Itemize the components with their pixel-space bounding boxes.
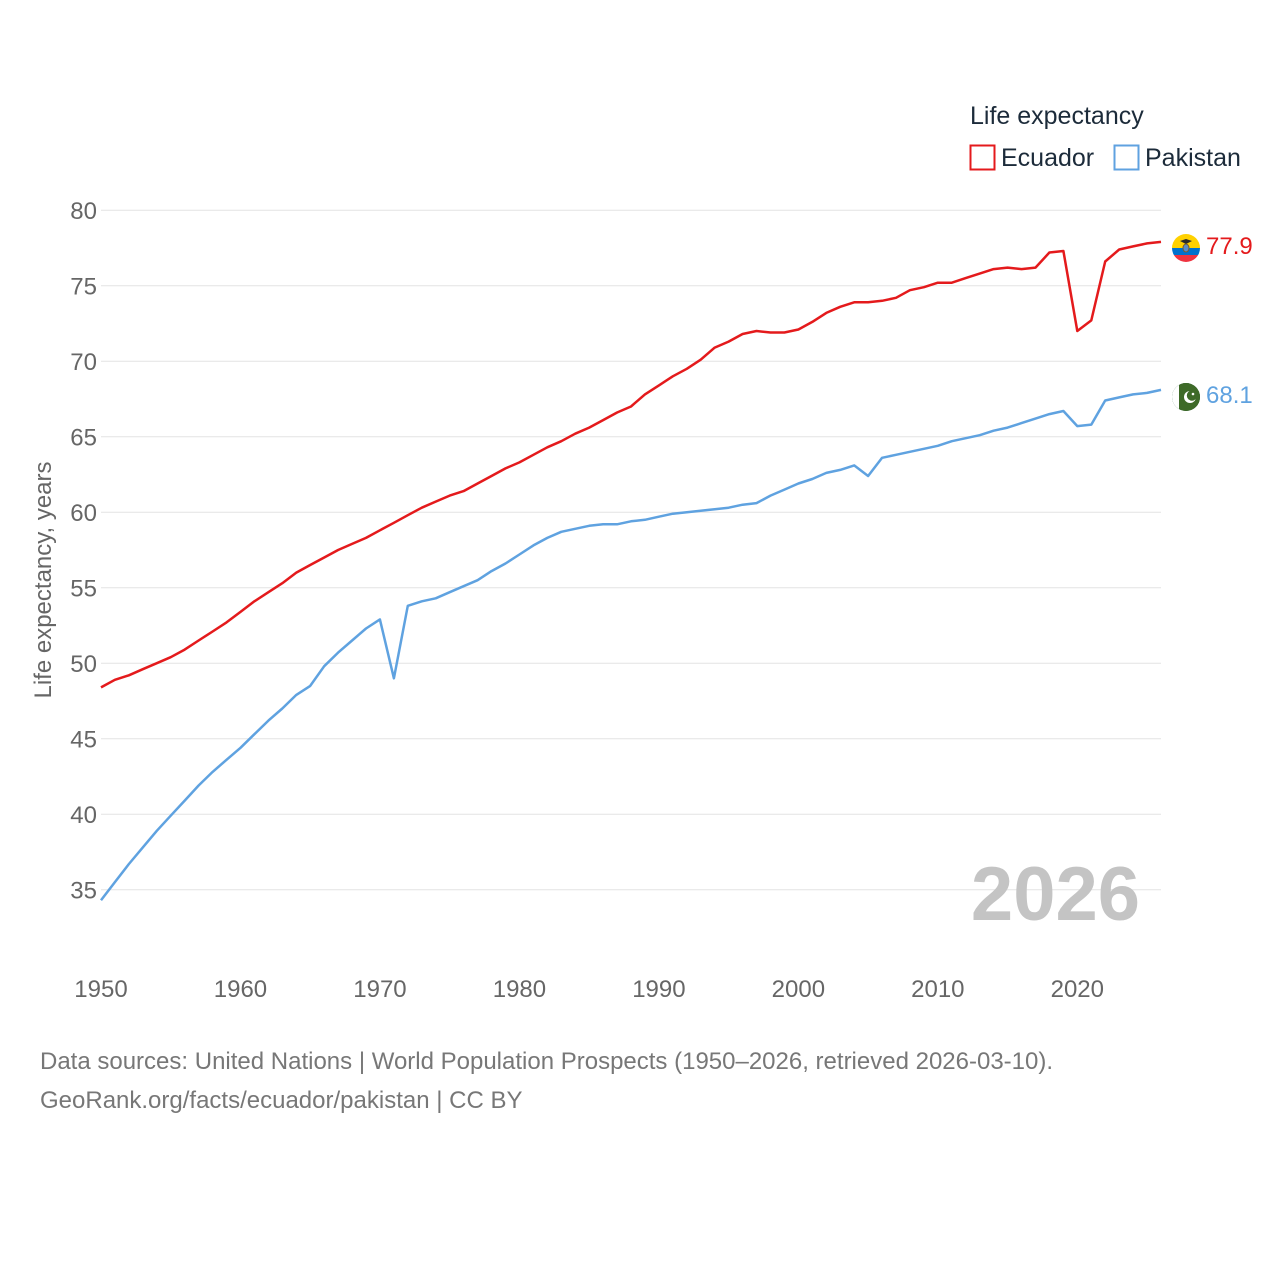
pakistan-flag-icon xyxy=(1172,383,1200,411)
data-source-note: Data sources: United Nations | World Pop… xyxy=(40,1048,1054,1075)
y-tick-label: 75 xyxy=(70,274,97,301)
attribution: GeoRank.org/facts/ecuador/pakistan | CC … xyxy=(40,1087,523,1114)
legend-label-ecuador[interactable]: Ecuador xyxy=(1001,144,1094,172)
legend-title: Life expectancy xyxy=(970,102,1144,130)
y-axis-label: Life expectancy, years xyxy=(30,461,57,698)
x-tick-label: 2020 xyxy=(1051,976,1104,1003)
ecuador-flag-icon xyxy=(1172,234,1200,262)
end-value-ecuador: 77.9 xyxy=(1206,233,1253,260)
y-tick-label: 60 xyxy=(70,500,97,527)
x-tick-label: 2010 xyxy=(911,976,964,1003)
y-tick-label: 35 xyxy=(70,878,97,905)
legend-swatch-pakistan[interactable] xyxy=(1113,144,1140,171)
year-stamp: 2026 xyxy=(971,852,1140,937)
x-tick-label: 1990 xyxy=(632,976,685,1003)
y-tick-label: 45 xyxy=(70,727,97,754)
end-value-pakistan: 68.1 xyxy=(1206,382,1253,409)
x-tick-label: 1950 xyxy=(74,976,127,1003)
x-tick-label: 1980 xyxy=(493,976,546,1003)
legend: Life expectancy Ecuador Pakistan xyxy=(969,102,1241,172)
x-tick-label: 2000 xyxy=(772,976,825,1003)
y-tick-label: 40 xyxy=(70,802,97,829)
y-tick-label: 80 xyxy=(70,198,97,225)
y-tick-label: 50 xyxy=(70,651,97,678)
line-chart: 35 40 45 50 55 60 65 70 75 80 1950 1960 1970 1980 199… xyxy=(30,102,1253,1003)
legend-swatch-ecuador[interactable] xyxy=(969,144,996,171)
series-line-pakistan[interactable] xyxy=(100,388,1162,902)
x-tick-label: 1960 xyxy=(214,976,267,1003)
y-tick-label: 70 xyxy=(70,349,97,376)
y-tick-label: 55 xyxy=(70,576,97,603)
gridlines xyxy=(101,209,1161,891)
footer: Data sources: United Nations | World Pop… xyxy=(40,1042,1053,1120)
x-tick-label: 1970 xyxy=(353,976,406,1003)
y-tick-label: 65 xyxy=(70,425,97,452)
series-line-ecuador[interactable] xyxy=(100,240,1162,689)
y-axis-ticks: 35 40 45 50 55 60 65 70 75 80 xyxy=(70,198,97,905)
x-axis-ticks: 1950 1960 1970 1980 1990 2000 2010 2020 xyxy=(74,976,1104,1003)
legend-label-pakistan[interactable]: Pakistan xyxy=(1145,144,1241,172)
